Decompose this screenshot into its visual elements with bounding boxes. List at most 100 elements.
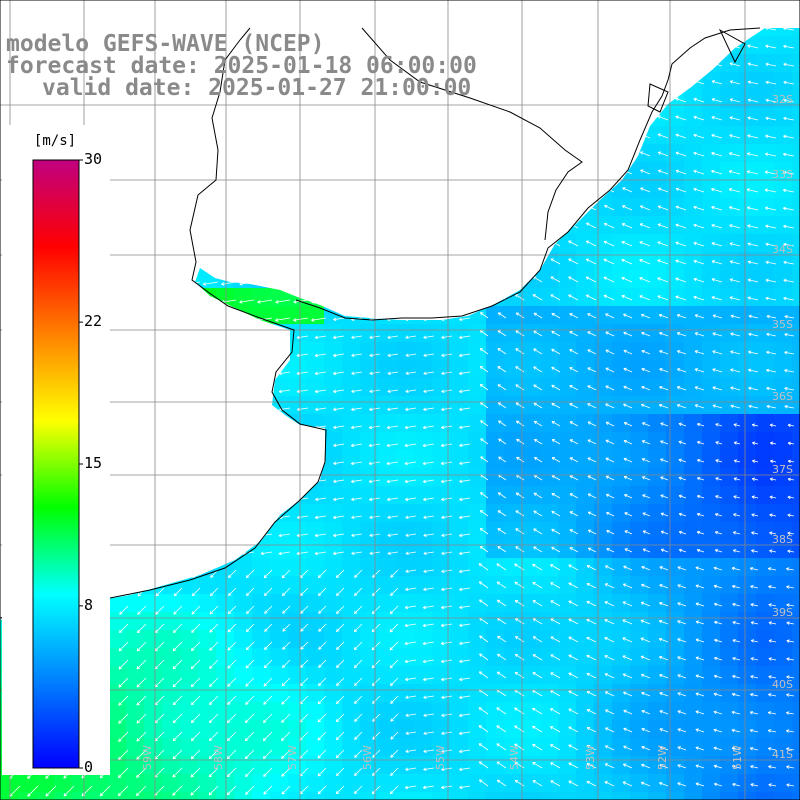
speed-cell: [306, 306, 325, 325]
speed-cell: [666, 774, 685, 793]
speed-cell: [486, 306, 505, 325]
speed-cell: [738, 594, 757, 613]
speed-cell: [234, 738, 253, 757]
speed-cell: [216, 630, 235, 649]
speed-cell: [540, 414, 559, 433]
speed-cell: [522, 774, 541, 793]
wind-arrow: [746, 188, 759, 193]
speed-cell: [540, 450, 559, 469]
speed-cell: [432, 756, 451, 775]
speed-cell: [486, 468, 505, 487]
speed-cell: [468, 666, 487, 685]
speed-cell: [576, 396, 595, 415]
speed-cell: [540, 342, 559, 361]
speed-cell: [630, 756, 649, 775]
speed-cell: [666, 198, 685, 217]
wind-arrow: [782, 170, 795, 175]
speed-cell: [432, 522, 451, 541]
speed-cell: [450, 450, 469, 469]
speed-cell: [486, 720, 505, 739]
speed-cell: [774, 504, 793, 523]
speed-cell: [504, 360, 523, 379]
speed-cell: [720, 594, 739, 613]
speed-cell: [738, 576, 757, 595]
speed-cell: [792, 378, 800, 397]
speed-cell: [450, 666, 469, 685]
colorbar-tick-label: 15: [84, 454, 103, 472]
speed-cell: [360, 558, 379, 577]
speed-cell: [774, 450, 793, 469]
speed-cell: [324, 540, 343, 559]
speed-cell: [558, 306, 577, 325]
speed-cell: [342, 648, 361, 667]
speed-cell: [576, 774, 595, 793]
wind-arrow: [711, 260, 723, 265]
wind-arrow: [765, 80, 777, 85]
speed-cell: [720, 720, 739, 739]
speed-cell: [468, 774, 487, 793]
speed-cell: [630, 450, 649, 469]
speed-cell: [594, 504, 613, 523]
speed-cell: [648, 594, 667, 613]
speed-cell: [234, 720, 253, 739]
speed-cell: [450, 522, 469, 541]
speed-cell: [486, 396, 505, 415]
wind-arrow: [729, 98, 741, 103]
wind-arrow: [657, 187, 669, 193]
speed-cell: [774, 486, 793, 505]
speed-cell: [630, 666, 649, 685]
colorbar-tick-label: 22: [84, 312, 103, 331]
wind-arrow: [747, 80, 759, 85]
speed-cell: [738, 414, 757, 433]
speed-cell: [306, 720, 325, 739]
speed-cell: [342, 720, 361, 739]
wind-arrow: [622, 187, 633, 193]
speed-cell: [648, 522, 667, 541]
speed-cell: [396, 630, 415, 649]
speed-cell: [468, 612, 487, 631]
speed-cell: [702, 414, 721, 433]
speed-cell: [558, 612, 577, 631]
speed-cell: [666, 522, 685, 541]
speed-cell: [702, 792, 721, 800]
speed-cell: [324, 720, 343, 739]
colorbar-unit: [m/s]: [33, 133, 77, 149]
speed-cell: [522, 432, 541, 451]
speed-cell: [648, 504, 667, 523]
speed-cell: [486, 432, 505, 451]
speed-cell: [486, 702, 505, 721]
speed-cell: [594, 252, 613, 271]
speed-cell: [702, 630, 721, 649]
speed-cell: [396, 414, 415, 433]
wind-arrow: [585, 276, 597, 283]
speed-cell: [774, 612, 793, 631]
speed-cell: [432, 486, 451, 505]
speed-cell: [666, 720, 685, 739]
speed-cell: [702, 324, 721, 343]
speed-cell: [756, 126, 775, 145]
speed-cell: [126, 648, 145, 667]
speed-cell: [720, 558, 739, 577]
speed-cell: [738, 684, 757, 703]
wind-arrow: [711, 80, 723, 85]
speed-cell: [270, 522, 289, 541]
wind-arrow: [693, 97, 705, 103]
speed-cell: [306, 774, 325, 793]
speed-cell: [468, 684, 487, 703]
speed-cell: [612, 252, 631, 271]
speed-cell: [378, 558, 397, 577]
speed-cell: [558, 432, 577, 451]
speed-cell: [702, 504, 721, 523]
speed-cell: [648, 648, 667, 667]
speed-cell: [594, 720, 613, 739]
speed-cell: [378, 378, 397, 397]
speed-cell: [306, 612, 325, 631]
speed-cell: [432, 738, 451, 757]
speed-cell: [54, 792, 73, 800]
speed-cell: [414, 648, 433, 667]
speed-cell: [756, 414, 775, 433]
speed-cell: [792, 162, 800, 181]
wind-arrow: [550, 258, 561, 265]
speed-cell: [666, 216, 685, 235]
speed-cell: [378, 342, 397, 361]
